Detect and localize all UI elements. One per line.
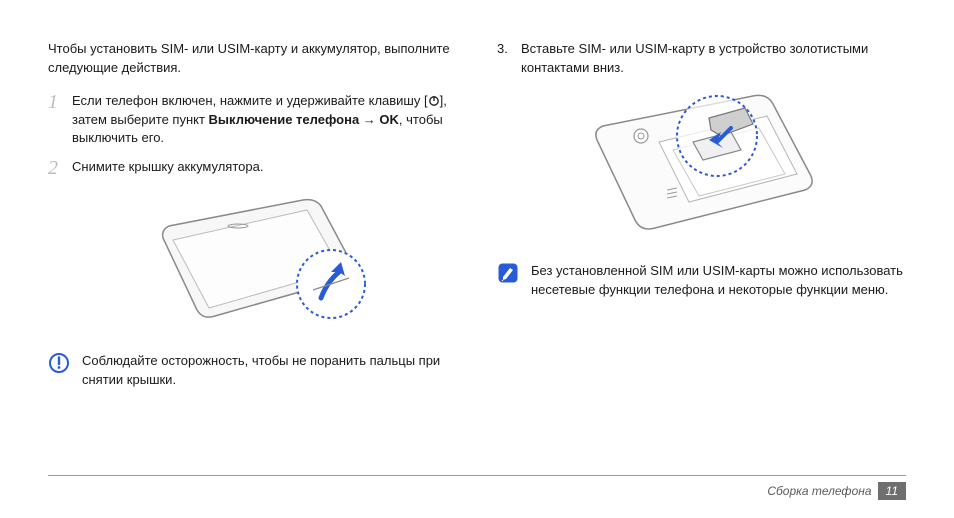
note-callout: Без установленной SIM или USIM-карты мож… — [497, 262, 906, 300]
illustration-insert-sim — [497, 88, 906, 248]
step-2-body: Снимите крышку аккумулятора. — [72, 158, 457, 178]
step-3: 3. Вставьте SIM- или USIM-карту в устрой… — [497, 40, 906, 78]
step-number-2: 2 — [48, 158, 62, 178]
intro-text: Чтобы установить SIM- или USIM-карту и а… — [48, 40, 457, 78]
step1-pre: Если телефон включен, нажмите и удержива… — [72, 93, 428, 108]
step-number-1: 1 — [48, 92, 62, 149]
illustration-remove-cover — [48, 188, 457, 338]
step-2: 2 Снимите крышку аккумулятора. — [48, 158, 457, 178]
page-footer: Сборка телефона 11 — [767, 482, 906, 500]
step-number-3: 3. — [497, 40, 511, 78]
footer-section: Сборка телефона — [767, 484, 871, 498]
footer-page-number: 11 — [878, 482, 906, 500]
manual-page: Чтобы установить SIM- или USIM-карту и а… — [0, 0, 954, 390]
right-column: 3. Вставьте SIM- или USIM-карту в устрой… — [497, 40, 906, 390]
warning-icon — [48, 352, 70, 374]
step-1: 1 Если телефон включен, нажмите и удержи… — [48, 92, 457, 149]
note-text: Без установленной SIM или USIM-карты мож… — [531, 262, 906, 300]
power-icon — [428, 95, 440, 107]
step-3-body: Вставьте SIM- или USIM-карту в устройств… — [521, 40, 906, 78]
step1-bold: Выключение телефона → OK — [209, 112, 399, 127]
warning-callout: Соблюдайте осторожность, чтобы не порани… — [48, 352, 457, 390]
left-column: Чтобы установить SIM- или USIM-карту и а… — [48, 40, 457, 390]
step-1-body: Если телефон включен, нажмите и удержива… — [72, 92, 457, 149]
footer-rule — [48, 475, 906, 476]
warning-text: Соблюдайте осторожность, чтобы не порани… — [82, 352, 457, 390]
note-icon — [497, 262, 519, 284]
